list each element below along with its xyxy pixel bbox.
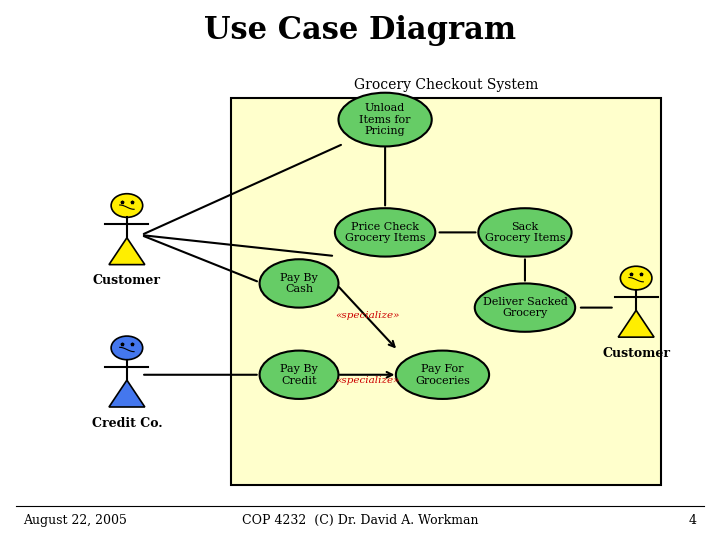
Text: Customer: Customer	[602, 347, 670, 360]
Text: Pay For
Groceries: Pay For Groceries	[415, 364, 470, 386]
Ellipse shape	[474, 284, 575, 332]
Polygon shape	[109, 238, 145, 265]
Text: COP 4232  (C) Dr. David A. Workman: COP 4232 (C) Dr. David A. Workman	[242, 515, 478, 528]
Text: Grocery Checkout System: Grocery Checkout System	[354, 78, 539, 92]
Text: «specialize»: «specialize»	[335, 311, 400, 320]
Circle shape	[111, 194, 143, 218]
FancyBboxPatch shape	[231, 98, 661, 485]
Text: 4: 4	[689, 515, 697, 528]
Ellipse shape	[478, 208, 572, 256]
Circle shape	[621, 266, 652, 290]
Text: Unload
Items for
Pricing: Unload Items for Pricing	[359, 103, 411, 136]
Text: Use Case Diagram: Use Case Diagram	[204, 16, 516, 46]
Ellipse shape	[335, 208, 436, 256]
Ellipse shape	[260, 350, 338, 399]
Polygon shape	[618, 310, 654, 337]
Text: Sack
Grocery Items: Sack Grocery Items	[485, 221, 565, 243]
Text: Price Check
Grocery Items: Price Check Grocery Items	[345, 221, 426, 243]
Circle shape	[111, 336, 143, 360]
Ellipse shape	[396, 350, 489, 399]
Text: Deliver Sacked
Grocery: Deliver Sacked Grocery	[482, 297, 567, 319]
Text: Pay By
Cash: Pay By Cash	[280, 273, 318, 294]
Ellipse shape	[260, 259, 338, 308]
Ellipse shape	[338, 93, 432, 146]
Text: Pay By
Credit: Pay By Credit	[280, 364, 318, 386]
Text: Customer: Customer	[93, 274, 161, 287]
Text: Credit Co.: Credit Co.	[91, 416, 162, 430]
Text: «specialize»: «specialize»	[335, 376, 400, 384]
Text: August 22, 2005: August 22, 2005	[23, 515, 127, 528]
Polygon shape	[109, 380, 145, 407]
